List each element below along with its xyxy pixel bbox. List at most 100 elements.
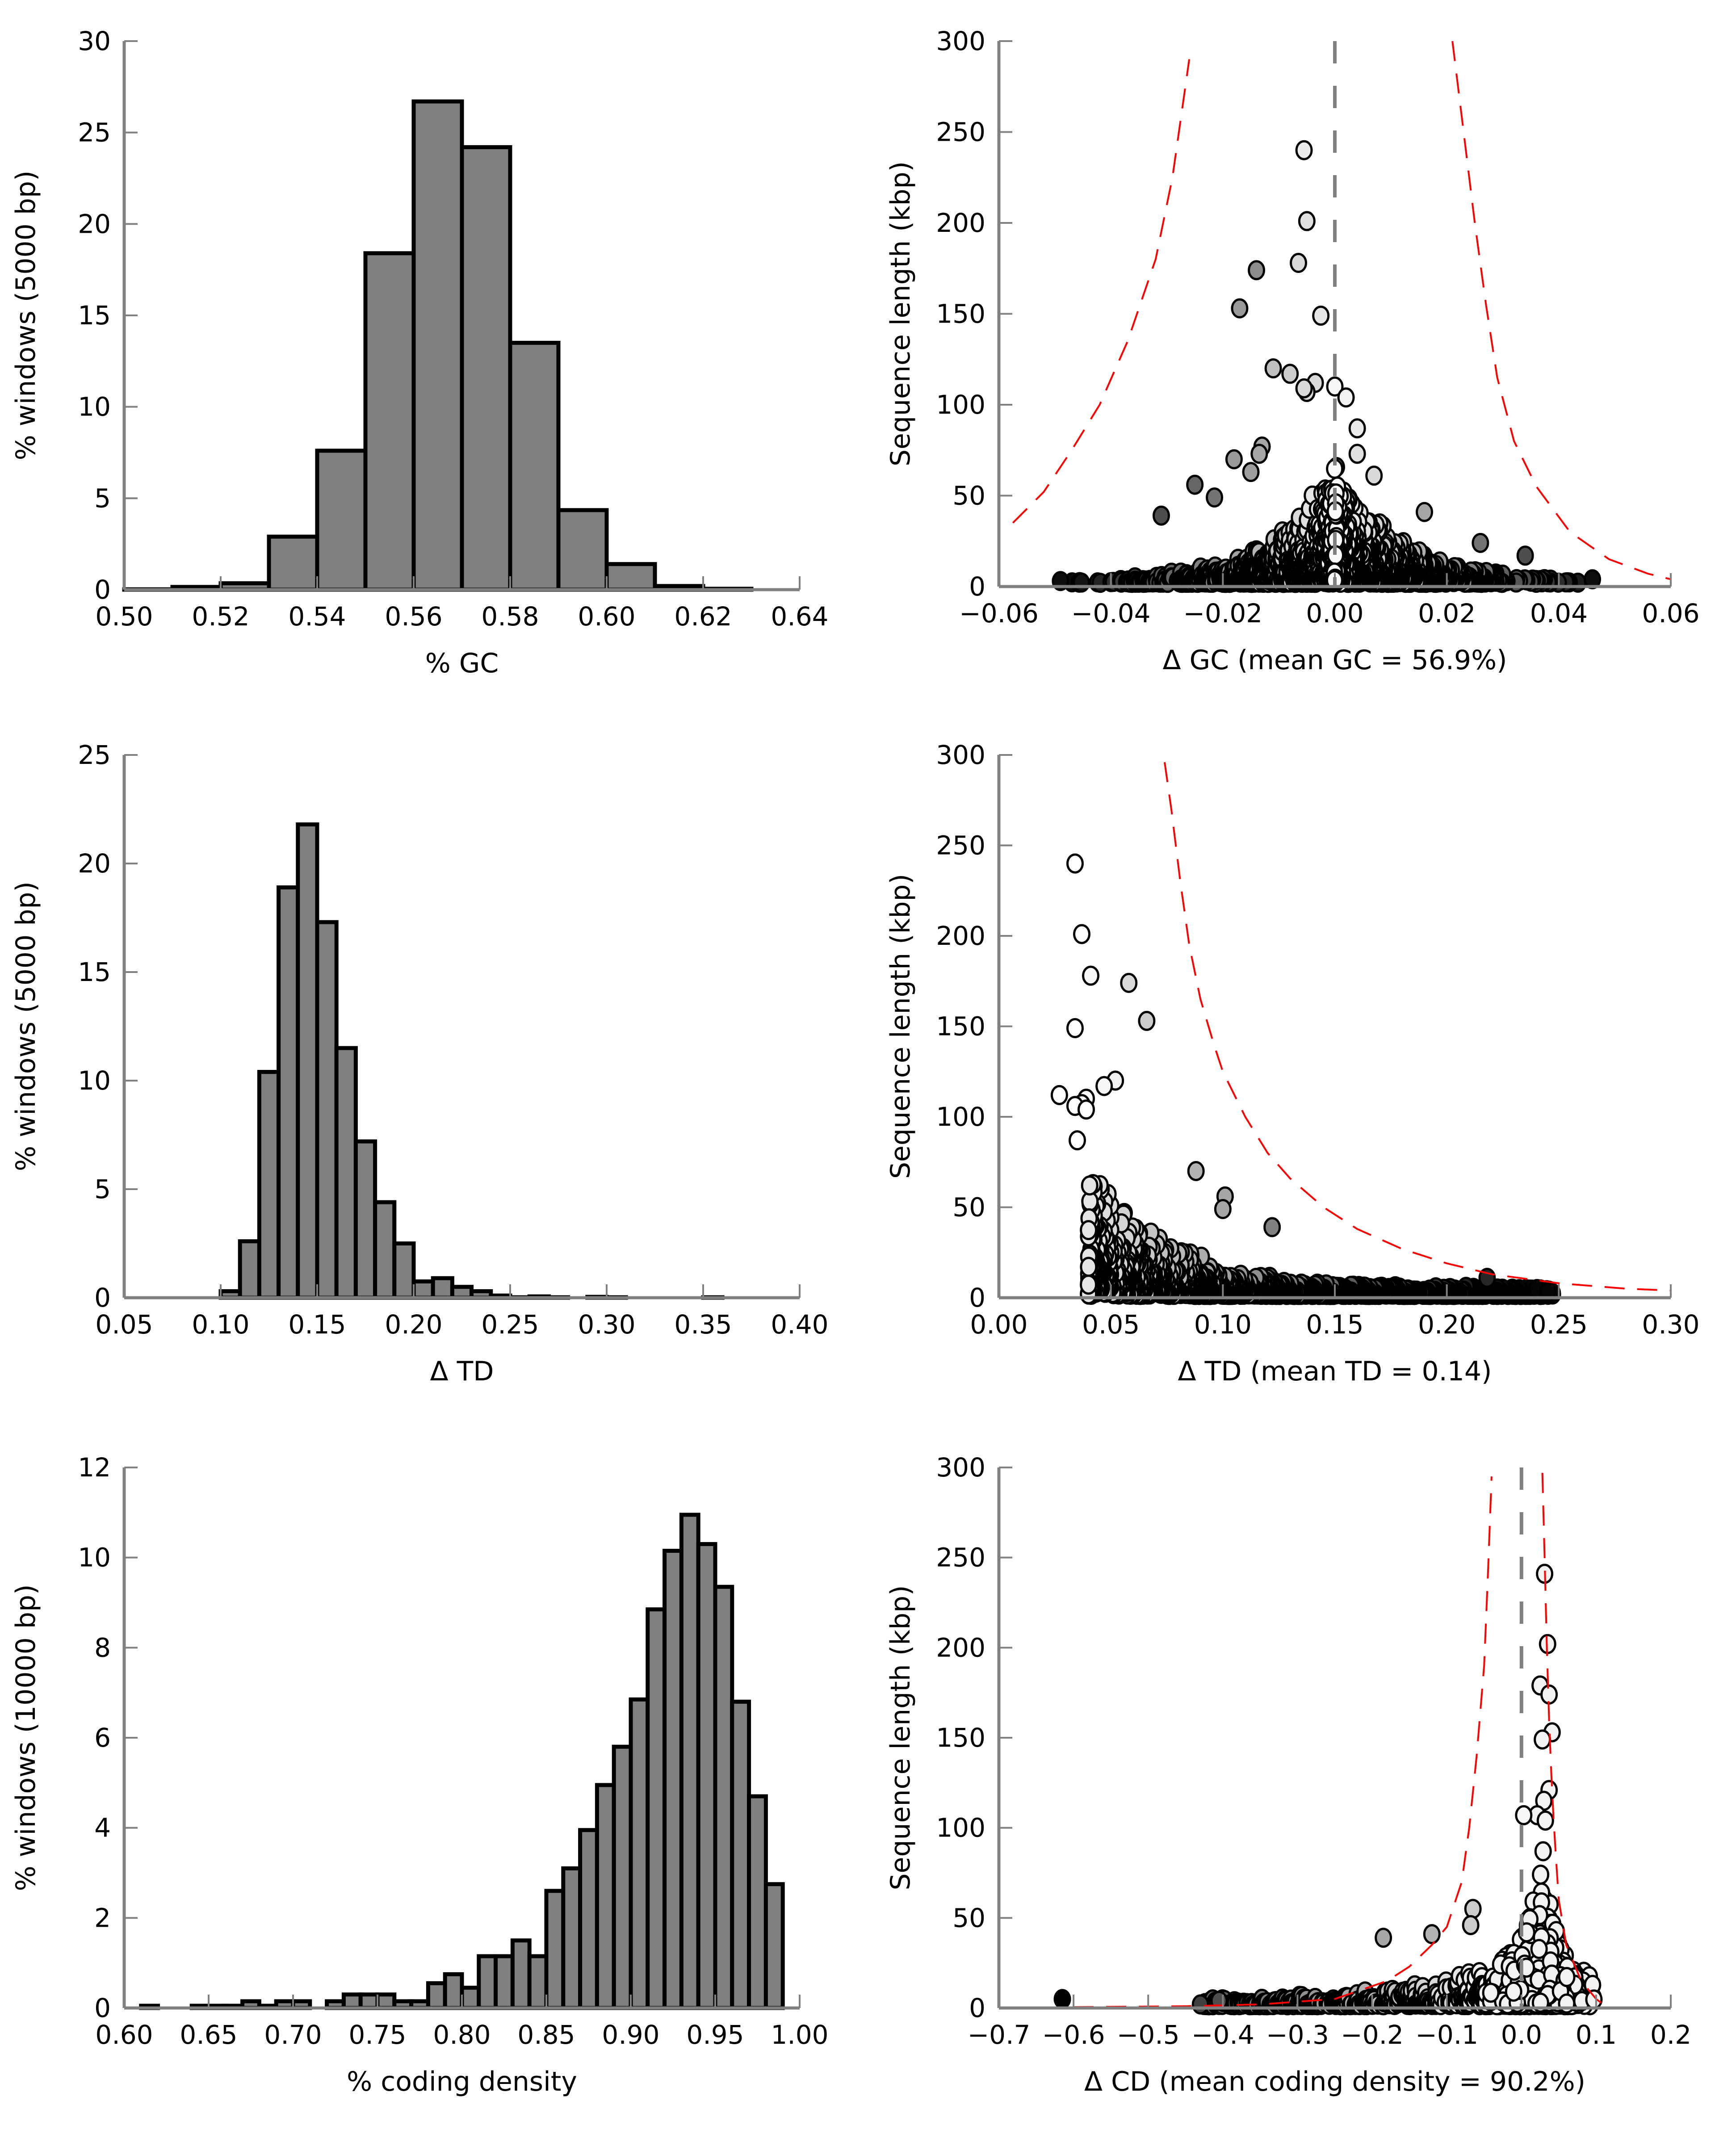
y-tick-label: 0 — [969, 1993, 985, 2023]
data-point — [1186, 474, 1204, 495]
y-tick-label: 4 — [94, 1813, 111, 1843]
histogram-bar — [544, 1889, 566, 2010]
x-tick-label: 0.65 — [180, 2020, 237, 2050]
y-tick-label: 200 — [936, 1632, 985, 1663]
histogram-bar — [679, 1513, 700, 2010]
y-tick-label: 20 — [78, 209, 111, 239]
data-point — [1515, 1805, 1533, 1825]
data-point — [1462, 1915, 1480, 1935]
x-tick-label: −0.5 — [1117, 2020, 1180, 2050]
histogram-bar — [494, 1954, 515, 2010]
x-tick-label: 0.35 — [674, 1309, 732, 1340]
x-axis-label: % GC — [425, 648, 499, 679]
y-tick-label: 250 — [936, 830, 985, 861]
data-point — [1248, 260, 1266, 281]
y-tick-label: 12 — [78, 1452, 111, 1483]
data-point — [1242, 462, 1260, 482]
y-tick-label: 0 — [94, 574, 111, 605]
histogram-bar — [353, 1139, 377, 1300]
data-point — [1375, 1928, 1392, 1948]
y-tick-label: 100 — [936, 1102, 985, 1132]
y-tick-label: 300 — [936, 26, 985, 56]
histogram-bar — [358, 1992, 380, 2010]
data-point — [1081, 1175, 1099, 1196]
histogram-bar — [604, 562, 657, 592]
histogram-bar — [578, 1828, 599, 2010]
data-point — [1585, 1989, 1603, 2010]
y-axis-label: % windows (5000 bp) — [10, 171, 42, 461]
x-tick-label: 0.02 — [1418, 598, 1476, 629]
data-point — [1120, 973, 1138, 993]
histogram-bar — [267, 534, 319, 592]
histogram-bar — [561, 1866, 583, 2010]
x-axis-label: Δ TD — [430, 1356, 494, 1387]
x-tick-label: 0.30 — [578, 1309, 635, 1340]
data-point — [1532, 1864, 1550, 1885]
histogram-bar — [527, 1954, 549, 2010]
y-tick-label: 150 — [936, 299, 985, 329]
data-point — [1080, 1274, 1098, 1295]
x-tick-label: 1.00 — [771, 2020, 828, 2050]
x-tick-label: 0.90 — [602, 2020, 659, 2050]
x-tick-label: 0.05 — [95, 1309, 153, 1340]
threshold-curve-right — [1451, 41, 1671, 580]
x-tick-label: −0.02 — [1183, 598, 1262, 629]
histogram-bar — [277, 885, 300, 1300]
y-tick-label: 0 — [94, 1993, 111, 2023]
y-tick-label: 0 — [94, 1283, 111, 1313]
bars — [139, 1513, 785, 2010]
data-point — [1080, 1257, 1098, 1277]
y-tick-label: 30 — [78, 26, 111, 56]
x-axis-label: Δ TD (mean TD = 0.14) — [1178, 1356, 1492, 1387]
x-tick-label: 0.30 — [1642, 1309, 1699, 1340]
cd-scatter-panel: −0.7 −0.6 −0.5 −0.4 −0.3 −0.2 −0.1 0.0 0.1 0.2050… — [885, 1452, 1691, 2097]
x-tick-label: −0.6 — [1042, 2020, 1105, 2050]
data-point — [1295, 140, 1313, 160]
data-point — [1290, 253, 1308, 273]
x-tick-label: 0.10 — [1194, 1309, 1252, 1340]
histogram-bar — [510, 1938, 532, 2010]
data-point — [1534, 1729, 1551, 1750]
x-tick-label: −0.06 — [959, 598, 1039, 629]
histogram-bar — [257, 1070, 281, 1300]
data-point — [1472, 532, 1489, 553]
histogram-bar — [646, 1607, 667, 2010]
x-tick-label: 0.25 — [481, 1309, 539, 1340]
data-point — [1416, 502, 1434, 522]
x-tick-label: 0.50 — [95, 601, 153, 632]
data-point — [1073, 572, 1090, 593]
y-tick-label: 5 — [94, 1174, 111, 1204]
data-point — [1250, 444, 1268, 464]
scatter-points — [1050, 853, 1561, 1305]
y-axis-label: Sequence length (kbp) — [885, 1585, 916, 1890]
histogram-bar — [730, 1699, 751, 2010]
data-point — [1584, 569, 1602, 590]
data-point — [1073, 924, 1090, 944]
histogram-bar — [763, 1882, 785, 2010]
x-tick-label: 0.00 — [1306, 598, 1363, 629]
bars — [218, 822, 725, 1300]
histogram-bar — [341, 1992, 363, 2010]
data-point — [1464, 1899, 1482, 1919]
histogram-bar — [296, 822, 319, 1300]
x-tick-label: 0.56 — [385, 601, 442, 632]
data-point — [1295, 378, 1313, 398]
x-tick-label: −0.3 — [1266, 2020, 1329, 2050]
scatter-points — [1053, 1564, 1603, 2016]
data-point — [1536, 1811, 1554, 1831]
histogram-bar — [460, 145, 512, 592]
histogram-bar — [556, 508, 609, 592]
x-tick-label: 0.1 — [1576, 2020, 1617, 2050]
histogram-bar — [747, 1794, 768, 2010]
data-point — [1231, 298, 1249, 319]
y-tick-label: 50 — [952, 1192, 985, 1223]
y-tick-label: 50 — [952, 481, 985, 511]
histogram-bar — [315, 449, 368, 592]
histogram-bar — [629, 1697, 650, 2010]
data-point — [1263, 1217, 1281, 1237]
y-tick-label: 100 — [936, 1813, 985, 1843]
data-point — [1078, 1099, 1095, 1120]
histogram-bar — [375, 1992, 397, 2010]
x-tick-label: 0.10 — [192, 1309, 249, 1340]
x-tick-label: 0.52 — [192, 601, 249, 632]
